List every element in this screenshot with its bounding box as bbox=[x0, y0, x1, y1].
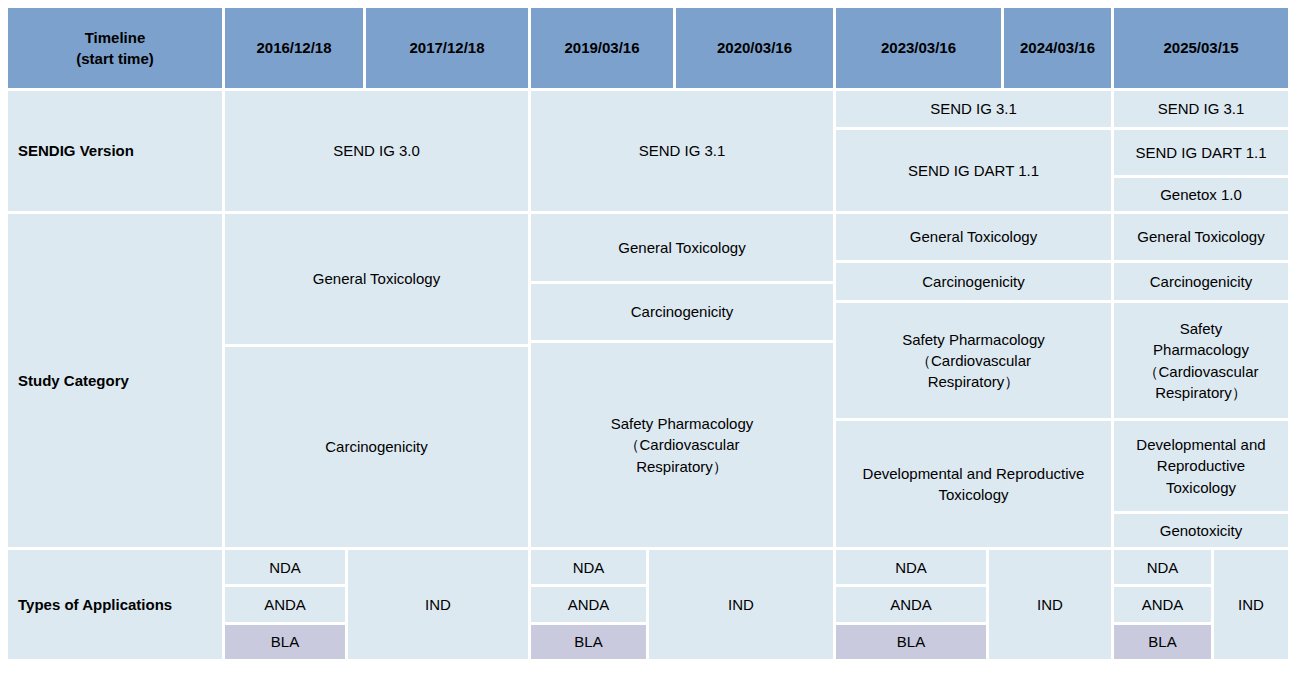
cell-sendig-2023-2024-dart11: SEND IG DART 1.1 bbox=[836, 130, 1111, 211]
cell-group-apps-2023: NDA ANDA BLA bbox=[836, 550, 986, 659]
cell-study-2023-2024-carcinogenicity: Carcinogenicity bbox=[836, 263, 1111, 300]
cell-apps-2025-anda: ANDA bbox=[1114, 587, 1211, 621]
header-timeline-label: Timeline (start time) bbox=[8, 8, 222, 88]
cell-apps-2016-bla: BLA bbox=[225, 625, 345, 659]
cell-apps-2019-bla: BLA bbox=[531, 625, 646, 659]
send-timeline-table: Timeline (start time) 2016/12/18 2017/12… bbox=[8, 8, 1288, 659]
cell-apps-2023-anda: ANDA bbox=[836, 587, 986, 621]
cell-study-2019-2020-carcinogenicity: Carcinogenicity bbox=[531, 284, 833, 340]
cell-study-2025-safety-pharmacology: Safety Pharmacology （Cardiovascular Resp… bbox=[1114, 303, 1288, 418]
cell-apps-2024-ind: IND bbox=[989, 550, 1111, 659]
cell-apps-2025-bla: BLA bbox=[1114, 625, 1211, 659]
header-date-2023-03-16: 2023/03/16 bbox=[836, 8, 1001, 88]
cell-apps-2023-nda: NDA bbox=[836, 550, 986, 584]
cell-group-study-2023-2024: General Toxicology Carcinogenicity Safet… bbox=[836, 214, 1111, 547]
header-date-2024-03-16: 2024/03/16 bbox=[1004, 8, 1111, 88]
send-timeline-page: Timeline (start time) 2016/12/18 2017/12… bbox=[0, 0, 1295, 677]
cell-study-2025-dart: Developmental and Reproductive Toxicolog… bbox=[1114, 421, 1288, 511]
cell-group-study-2019-2020: General Toxicology Carcinogenicity Safet… bbox=[531, 214, 833, 547]
cell-sendig-2016-2017: SEND IG 3.0 bbox=[225, 91, 528, 211]
cell-sendig-2025-ig31: SEND IG 3.1 bbox=[1114, 91, 1288, 127]
sendig-version-row-label: SENDIG Version bbox=[8, 91, 222, 211]
cell-sendig-2023-2024-ig31: SEND IG 3.1 bbox=[836, 91, 1111, 127]
cell-sendig-2025-genetox10: Genetox 1.0 bbox=[1114, 178, 1288, 211]
cell-study-2019-2020-safety-pharmacology: Safety Pharmacology （Cardiovascular Resp… bbox=[531, 343, 833, 547]
cell-apps-2025-nda: NDA bbox=[1114, 550, 1211, 584]
cell-apps-2016-nda: NDA bbox=[225, 550, 345, 584]
header-date-2020-03-16: 2020/03/16 bbox=[676, 8, 833, 88]
cell-study-2023-2024-dart: Developmental and Reproductive Toxicolog… bbox=[836, 421, 1111, 547]
header-date-2025-03-15: 2025/03/15 bbox=[1114, 8, 1288, 88]
cell-group-sendig-2025: SEND IG 3.1 SEND IG DART 1.1 Genetox 1.0 bbox=[1114, 91, 1288, 211]
cell-apps-2019-nda: NDA bbox=[531, 550, 646, 584]
cell-group-sendig-2023-2024: SEND IG 3.1 SEND IG DART 1.1 bbox=[836, 91, 1111, 211]
cell-study-2025-general-toxicology: General Toxicology bbox=[1114, 214, 1288, 260]
header-date-2016-12-18: 2016/12/18 bbox=[225, 8, 363, 88]
cell-study-2016-2017-general-toxicology: General Toxicology bbox=[225, 214, 528, 344]
cell-study-2025-genotoxicity: Genotoxicity bbox=[1114, 514, 1288, 547]
cell-study-2016-2017-carcinogenicity: Carcinogenicity bbox=[225, 347, 528, 547]
cell-group-apps-2025: NDA ANDA BLA bbox=[1114, 550, 1211, 659]
study-category-row-label: Study Category bbox=[8, 214, 222, 547]
cell-study-2023-2024-safety-pharmacology: Safety Pharmacology （Cardiovascular Resp… bbox=[836, 303, 1111, 418]
cell-apps-2017-ind: IND bbox=[348, 550, 528, 659]
cell-apps-2023-bla: BLA bbox=[836, 625, 986, 659]
cell-group-apps-2019: NDA ANDA BLA bbox=[531, 550, 646, 659]
header-date-2019-03-16: 2019/03/16 bbox=[531, 8, 673, 88]
cell-apps-2020-ind: IND bbox=[649, 550, 833, 659]
cell-apps-2019-anda: ANDA bbox=[531, 587, 646, 621]
types-of-applications-row: Types of Applications NDA ANDA BLA IND N… bbox=[8, 550, 1288, 659]
cell-sendig-2025-dart11: SEND IG DART 1.1 bbox=[1114, 130, 1288, 175]
types-of-applications-row-label: Types of Applications bbox=[8, 550, 222, 659]
cell-group-study-2025: General Toxicology Carcinogenicity Safet… bbox=[1114, 214, 1288, 547]
cell-study-2019-2020-general-toxicology: General Toxicology bbox=[531, 214, 833, 281]
cell-apps-2025-ind: IND bbox=[1214, 550, 1288, 659]
cell-apps-2016-anda: ANDA bbox=[225, 587, 345, 621]
cell-study-2023-2024-general-toxicology: General Toxicology bbox=[836, 214, 1111, 260]
cell-sendig-2019-2020: SEND IG 3.1 bbox=[531, 91, 833, 211]
header-date-2017-12-18: 2017/12/18 bbox=[366, 8, 528, 88]
header-row: Timeline (start time) 2016/12/18 2017/12… bbox=[8, 8, 1288, 88]
cell-study-2025-carcinogenicity: Carcinogenicity bbox=[1114, 263, 1288, 300]
sendig-version-row: SENDIG Version SEND IG 3.0 SEND IG 3.1 S… bbox=[8, 91, 1288, 211]
cell-group-study-2016-2017: General Toxicology Carcinogenicity bbox=[225, 214, 528, 547]
study-category-row: Study Category General Toxicology Carcin… bbox=[8, 214, 1288, 547]
cell-group-apps-2016: NDA ANDA BLA bbox=[225, 550, 345, 659]
